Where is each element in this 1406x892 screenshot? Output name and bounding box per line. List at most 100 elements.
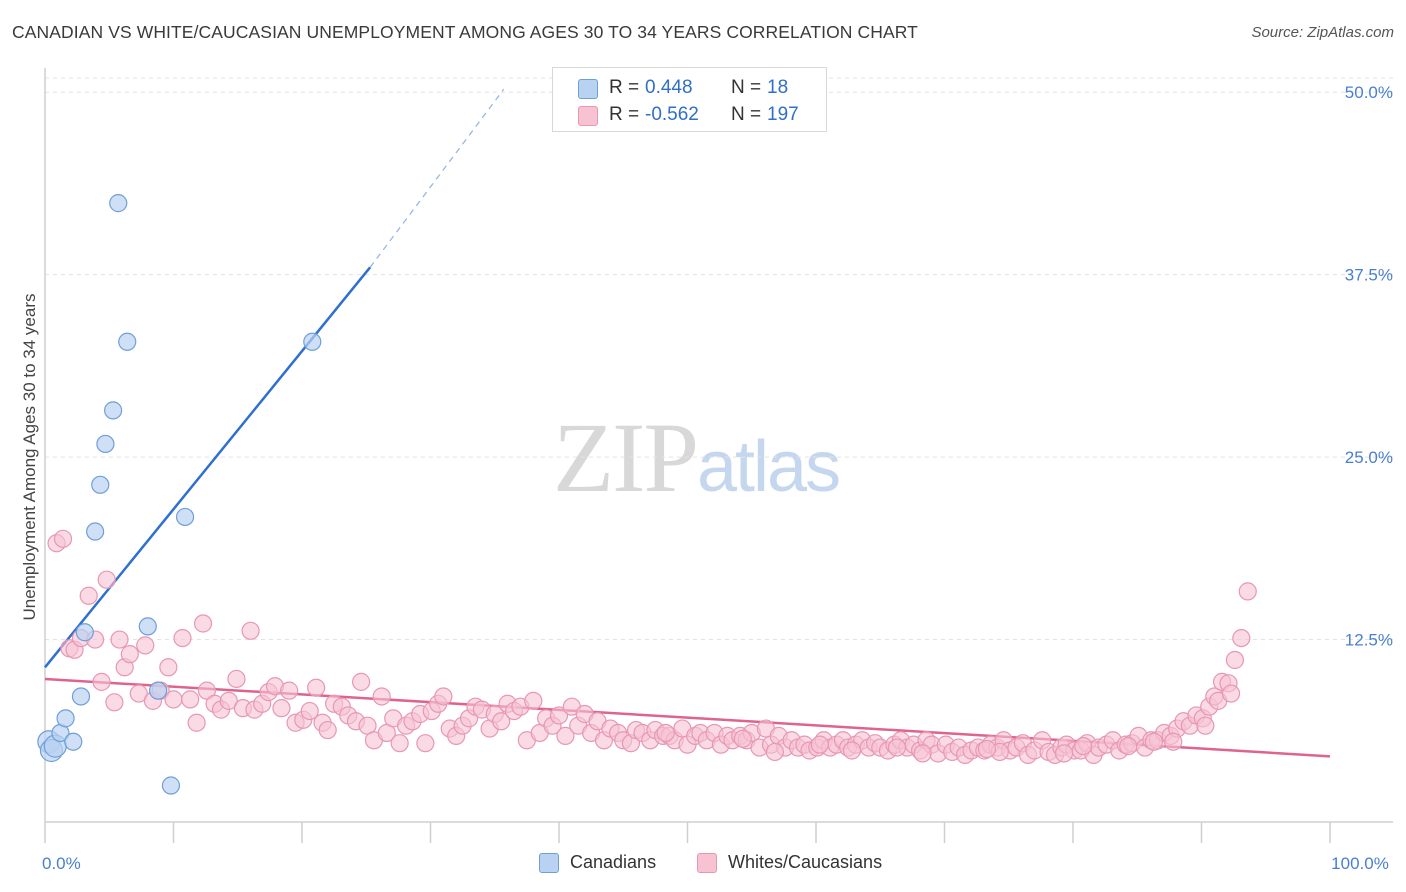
whites-data-point: [733, 729, 752, 748]
canadians-data-point: [64, 732, 83, 751]
y-tick-label: 25.0%: [1345, 448, 1393, 467]
y-tick-label: 50.0%: [1345, 83, 1393, 102]
whites-data-point: [120, 645, 139, 664]
whites-data-point: [318, 720, 337, 740]
grid-layer: [45, 77, 1393, 641]
whites-data-point: [1119, 736, 1138, 756]
whites-legend-swatch: [697, 853, 717, 873]
whites-data-point: [187, 713, 206, 732]
whites-legend-label: Whites/Caucasians: [728, 852, 883, 872]
whites-data-point: [79, 586, 98, 605]
whites-data-point: [434, 687, 453, 706]
whites-data-point: [105, 693, 124, 712]
watermark-atlas: atlas: [697, 427, 841, 507]
points-layer: [37, 194, 1257, 795]
whites-data-point: [549, 706, 569, 725]
legend-n-label: N =: [731, 77, 762, 98]
whites-data-point: [1221, 684, 1241, 703]
y-tick-label: 12.5%: [1345, 631, 1393, 650]
canadians-data-point: [104, 401, 123, 420]
chart-title: CANADIAN VS WHITE/CAUCASIAN UNEMPLOYMENT…: [12, 22, 918, 42]
whites-data-point: [372, 687, 391, 706]
whites-data-point: [110, 630, 129, 649]
whites-data-point: [810, 735, 829, 754]
x-tick-label: 100.0%: [1331, 854, 1389, 873]
whites-data-point: [887, 738, 907, 757]
canadians-data-point: [109, 194, 128, 213]
whites-data-point: [300, 701, 319, 721]
whites-data-point: [1054, 744, 1074, 763]
whites-data-point: [181, 690, 200, 709]
whites-swatch: [578, 106, 598, 126]
whites-data-point: [977, 739, 997, 759]
whites-data-point: [97, 570, 116, 589]
whites-data-point: [280, 681, 299, 700]
canadians-data-point: [71, 687, 91, 706]
canadians-legend-swatch: [539, 853, 559, 873]
labels-layer: 12.5% 25.0% 37.5% 50.0% 0.0% 100.0%: [42, 83, 1393, 873]
whites-data-point: [164, 690, 183, 709]
whites-data-point: [272, 699, 291, 718]
watermark-zip: ZIP: [553, 402, 699, 513]
canadians-swatch: [578, 79, 598, 99]
x-tick-label: 0.0%: [42, 854, 81, 873]
source-credit: Source: ZipAtlas.com: [1251, 24, 1394, 41]
canadians-trend-line: [44, 266, 372, 669]
whites-data-point: [1196, 716, 1215, 735]
legend-r-value: 0.448: [645, 77, 693, 98]
canadians-data-point: [118, 332, 137, 351]
canadians-data-point: [303, 332, 322, 351]
whites-data-point: [913, 744, 932, 763]
canadians-legend-label: Canadians: [570, 852, 657, 872]
whites-data-point: [241, 621, 260, 640]
legend-r-value: -0.562: [645, 104, 699, 125]
whites-data-point: [307, 678, 326, 697]
whites-data-point: [556, 726, 575, 745]
whites-data-point: [524, 691, 543, 710]
canadians-data-point: [138, 617, 157, 636]
whites-data-point: [842, 741, 862, 760]
canadians-data-point: [148, 681, 168, 700]
whites-data-point: [1164, 732, 1183, 751]
whites-data-point: [159, 658, 178, 677]
axis-layer: [44, 68, 1393, 843]
canadians-data-point: [91, 475, 110, 494]
canadians-data-point: [56, 709, 75, 728]
canadians-data-point: [75, 623, 94, 642]
legend-r-label: R =: [609, 104, 640, 125]
whites-data-point: [129, 684, 148, 703]
whites-data-point: [765, 742, 784, 762]
legend-n-value: 197: [767, 104, 799, 125]
canadians-trend-extension: [369, 88, 505, 268]
canadians-data-point: [175, 507, 195, 527]
legend-row-whites: R = -0.562 N = 197: [553, 102, 826, 130]
whites-data-point: [193, 614, 213, 633]
whites-data-point: [1232, 628, 1251, 648]
trend-layer: [44, 88, 1331, 758]
whites-data-point: [492, 712, 511, 731]
whites-data-point: [1144, 732, 1164, 751]
whites-data-point: [92, 672, 111, 691]
whites-data-point: [656, 723, 675, 743]
whites-data-point: [1225, 650, 1245, 670]
canadians-data-point: [86, 522, 105, 541]
legend-n-label: N =: [731, 104, 762, 125]
y-tick-label: 37.5%: [1345, 266, 1393, 285]
whites-data-point: [136, 636, 155, 655]
canadians-data-point: [161, 776, 181, 795]
whites-data-point: [53, 529, 73, 548]
canadians-data-point: [96, 434, 115, 454]
watermark: ZIPatlas: [553, 400, 841, 515]
whites-data-point: [390, 734, 409, 753]
stats-legend: R = 0.448 N = 18 R = -0.562 N = 197: [552, 67, 827, 132]
whites-data-point: [1074, 736, 1093, 756]
whites-data-point: [1238, 582, 1257, 601]
legend-row-canadians: R = 0.448 N = 18: [553, 75, 826, 103]
whites-data-point: [416, 734, 435, 753]
whites-data-point: [352, 672, 371, 691]
whites-data-point: [219, 691, 238, 710]
legend-n-value: 18: [767, 77, 789, 98]
legend-r-label: R =: [609, 77, 640, 98]
whites-data-point: [173, 628, 192, 648]
